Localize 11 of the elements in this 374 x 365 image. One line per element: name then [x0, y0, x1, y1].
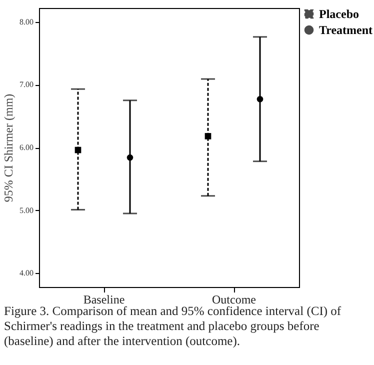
y-tick-label: 6.00 — [20, 143, 34, 152]
legend-label: Placebo — [319, 7, 359, 21]
y-axis-title: 95% CI Shirmer (mm) — [2, 94, 16, 202]
y-tick-label: 7.00 — [20, 80, 34, 90]
x-tick-label: Outcome — [212, 292, 256, 306]
y-tick-label: 8.00 — [20, 17, 34, 26]
legend-label: Treatment — [319, 23, 373, 37]
x-tick-label: Baseline — [83, 292, 125, 306]
caption: Figure 3. Comparison of mean and 95% confidence interval (CI) of Schirmer's readings in the treatment and placebo groups before (baseline) and after the intervention (outcome). — [4, 304, 342, 349]
y-tick-label: 4.00 — [20, 268, 34, 278]
y-tick-label: 5.00 — [20, 206, 34, 215]
